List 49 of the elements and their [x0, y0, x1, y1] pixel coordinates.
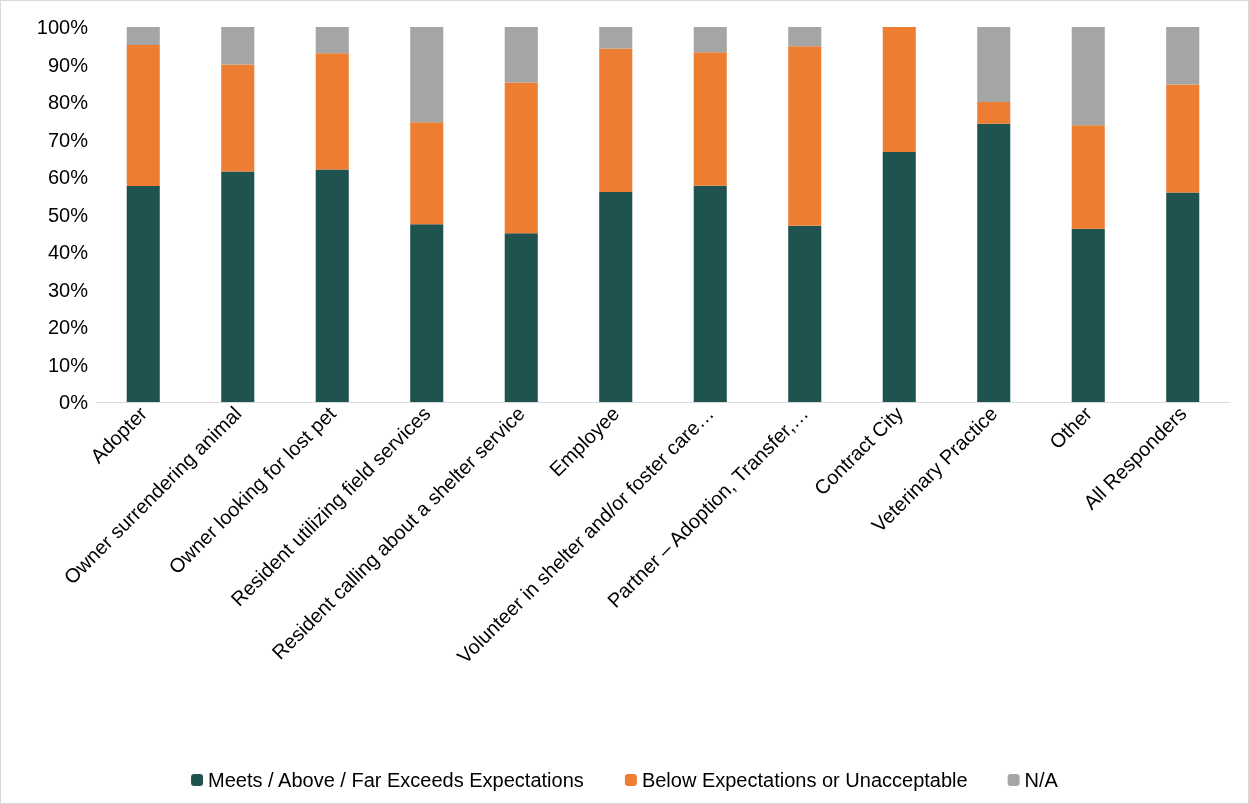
bar — [977, 27, 1011, 102]
bar — [126, 186, 160, 402]
y-tick-label: 40% — [47, 241, 89, 263]
bar — [221, 171, 255, 402]
bar — [788, 27, 822, 47]
bar — [504, 233, 538, 402]
bar — [1166, 84, 1200, 193]
bar — [1166, 27, 1200, 85]
bar — [410, 27, 444, 123]
bar — [693, 52, 727, 186]
y-tick-label: 50% — [47, 203, 89, 226]
bar — [693, 185, 727, 402]
bar — [788, 225, 822, 402]
bar — [410, 122, 444, 225]
bar — [410, 224, 444, 402]
bar — [977, 123, 1011, 402]
bar — [1071, 125, 1105, 229]
bar — [315, 169, 349, 402]
bar — [882, 151, 916, 402]
bar — [504, 82, 538, 234]
bar — [221, 64, 255, 172]
bar — [126, 27, 160, 45]
y-tick-label: 60% — [47, 166, 89, 188]
bar — [221, 27, 255, 65]
y-tick-label: 70% — [47, 128, 89, 151]
y-tick-label: 30% — [47, 278, 89, 301]
bar — [599, 192, 633, 402]
bar — [882, 27, 916, 152]
bar — [977, 102, 1011, 124]
bar — [1071, 228, 1105, 402]
y-tick-label: 0% — [59, 391, 89, 413]
bar — [788, 46, 822, 226]
bar — [126, 45, 160, 186]
bar — [1071, 27, 1105, 126]
legend-label: N/A — [1024, 769, 1059, 791]
bar — [1166, 192, 1200, 402]
y-tick-label: 100% — [36, 16, 89, 38]
bar — [599, 27, 633, 49]
y-tick-label: 10% — [47, 353, 89, 376]
y-tick-label: 80% — [47, 91, 89, 113]
bar — [315, 27, 349, 54]
bar — [599, 48, 633, 192]
y-tick-label: 20% — [47, 316, 89, 338]
legend-label: Below Expectations or Unacceptable — [641, 769, 968, 791]
legend-label: Meets / Above / Far Exceeds Expectations — [208, 769, 584, 791]
bar — [504, 27, 538, 83]
y-tick-label: 90% — [47, 53, 89, 76]
bar — [693, 27, 727, 53]
bar — [315, 53, 349, 170]
